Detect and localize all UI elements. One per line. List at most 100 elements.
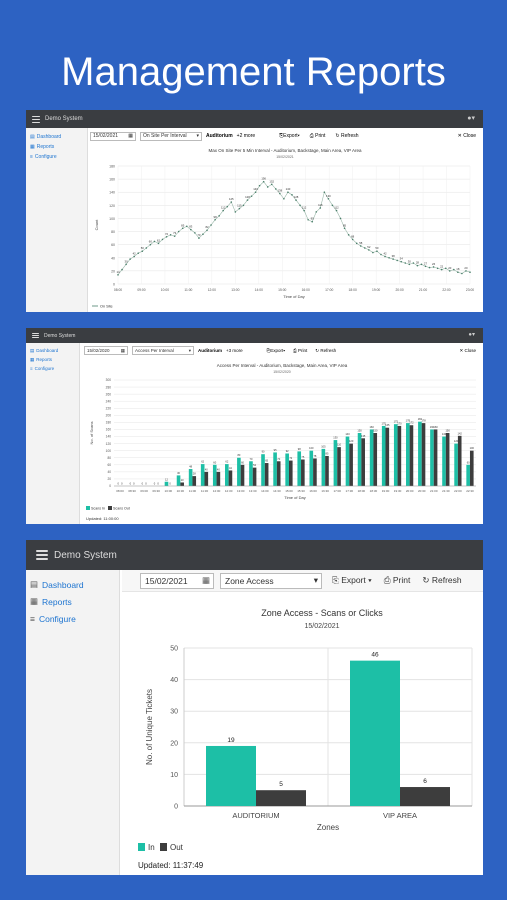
x-tick-label: 18:30 (370, 489, 378, 493)
data-label: 18 (456, 267, 460, 271)
sidebar-item-reports[interactable]: ▦ Reports (30, 144, 55, 150)
bar-scans-in (321, 448, 326, 486)
data-label-out: 110 (337, 443, 342, 447)
sidebar-item-reports[interactable]: ▦ Reports (30, 356, 53, 363)
zone-more[interactable]: +2 more (236, 133, 256, 139)
sidebar-item-dashboard[interactable]: ▤ Dashboard (30, 134, 62, 140)
bar-scans-out (433, 429, 438, 486)
data-point (218, 215, 220, 217)
refresh-icon: ↻ (422, 575, 430, 585)
print-button[interactable]: ⎙ Print (383, 575, 411, 585)
data-label: 138 (278, 189, 283, 193)
calendar-icon[interactable]: ▦ (128, 133, 133, 139)
top-bar: Demo System ●▾ (26, 328, 483, 343)
bar-out-auditorium (256, 790, 306, 806)
x-tick-label: 10:30 (177, 489, 185, 493)
app-title: Demo System (54, 549, 117, 561)
x-tick-label: 16:00 (302, 288, 310, 292)
data-point (287, 191, 289, 194)
refresh-button[interactable]: ↻ Refresh (422, 575, 462, 585)
y-tick-label: 0 (113, 283, 115, 287)
menu-icon[interactable] (32, 115, 40, 123)
user-icon[interactable]: ●▾ (468, 332, 475, 338)
data-label: 50 (375, 246, 379, 250)
x-tick-label: 20:00 (395, 288, 403, 292)
data-label-out: 120 (349, 439, 354, 443)
data-label-in: 0 (154, 482, 156, 486)
menu-icon[interactable] (36, 550, 48, 560)
data-point (181, 227, 184, 230)
refresh-button[interactable]: ↻ Refresh (335, 133, 359, 139)
bar-chart-icon: ▦ (30, 596, 39, 606)
report-select[interactable]: On Site Per Interval ▾ (140, 131, 202, 141)
sidebar-item-configure[interactable]: ≡ Configure (30, 613, 76, 624)
screenshot-panel-on-site: Demo System ●▾ ▤ Dashboard ▦ Reports ≡ Conf… (26, 110, 483, 312)
close-button[interactable]: ✕ Close (457, 133, 476, 139)
data-point (177, 230, 180, 233)
data-label-in: 60 (213, 460, 216, 464)
data-point (238, 207, 241, 210)
data-label-out: 160 (433, 425, 438, 429)
bar-scans-in (466, 464, 470, 486)
legend-label-in: Scans In (91, 507, 105, 511)
x-tick-label: 12:00 (213, 489, 221, 493)
zone-tag[interactable]: Auditorium (198, 348, 222, 353)
print-button[interactable]: ⎙ Print (309, 133, 326, 139)
bar-out-vip-area (400, 787, 450, 806)
data-label-in: 46 (371, 652, 379, 659)
data-point (266, 186, 269, 188)
chevron-down-icon: ▾ (188, 347, 191, 353)
user-icon[interactable]: ●▾ (467, 115, 475, 122)
data-label: 42 (133, 251, 137, 255)
x-tick-label: 15:00 (278, 288, 286, 292)
data-label-out: 85 (326, 451, 329, 455)
x-tick-label: 21:00 (419, 288, 427, 292)
data-point (295, 199, 297, 201)
sidebar-item-reports[interactable]: ▦ Reports (30, 596, 72, 607)
date-input[interactable]: 15/02/2021 ▦ (140, 572, 214, 589)
chart-subtitle: 15/02/2021 (304, 623, 339, 630)
refresh-button[interactable]: ↻ Refresh (315, 347, 337, 353)
data-point (392, 258, 394, 260)
sidebar-item-dashboard[interactable]: ▤ Dashboard (30, 347, 59, 354)
data-label-in: 60 (467, 460, 470, 464)
date-input[interactable]: 15/02/2021 ▦ (90, 131, 136, 141)
data-point (270, 183, 273, 186)
sidebar-item-dashboard[interactable]: ▤ Dashboard (30, 579, 84, 590)
export-button[interactable]: ⎘Export▾ (266, 348, 286, 353)
chart-icon: ▤ (30, 347, 35, 353)
data-label-in: 80 (237, 453, 240, 457)
chart-icon: ▤ (30, 579, 39, 589)
date-input[interactable]: 15/02/2020 ▦ (84, 346, 128, 355)
y-axis-label: Count (94, 219, 99, 231)
calendar-icon[interactable]: ▦ (120, 347, 125, 353)
data-label-out: 52 (253, 463, 256, 467)
x-tick-label: 18:00 (349, 288, 357, 292)
print-button[interactable]: ⎙ Print (293, 348, 308, 353)
data-point (323, 191, 326, 194)
legend-swatch-out (108, 506, 112, 510)
sidebar-item-configure[interactable]: ≡ Configure (30, 366, 55, 371)
data-label-in: 105 (321, 444, 326, 448)
zone-tag[interactable]: Auditorium (206, 133, 233, 139)
sidebar-item-configure[interactable]: ≡ Configure (30, 154, 57, 160)
y-tick-label: 160 (109, 178, 115, 182)
data-point (230, 201, 233, 203)
zone-more[interactable]: +3 more (226, 348, 243, 353)
y-tick-label: 0 (109, 484, 111, 488)
data-point (194, 232, 196, 234)
y-axis-label: No. of Scans (89, 422, 94, 445)
report-select[interactable]: Zone Access ▾ (220, 572, 322, 589)
chart-subtitle: 15/02/2020 (273, 370, 291, 374)
updated-text: Updated: 11:37:49 (138, 861, 204, 870)
report-select[interactable]: Access Per Interval ▾ (132, 346, 194, 355)
close-button[interactable]: ✕ Close (459, 347, 476, 353)
export-button[interactable]: ⎘Export▾ (279, 133, 300, 139)
bar-scans-in (249, 461, 253, 486)
data-point (412, 262, 415, 264)
menu-icon[interactable] (32, 333, 39, 338)
bar-in-auditorium (206, 745, 256, 806)
export-button[interactable]: ⎘ Export ▾ (332, 575, 372, 585)
data-label-in: 170 (382, 421, 387, 425)
calendar-icon[interactable]: ▦ (201, 575, 210, 585)
